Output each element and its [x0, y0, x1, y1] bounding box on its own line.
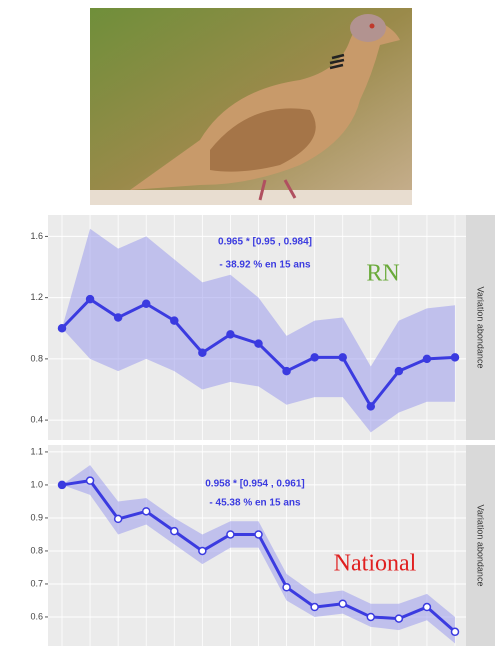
point [85, 294, 95, 304]
point [394, 366, 404, 376]
annotation: 0.958 * [0.954 , 0.961] [205, 479, 305, 490]
y-tick-label: 0.6 [30, 611, 43, 621]
y-tick-label: 1.1 [30, 446, 43, 456]
point [198, 546, 207, 556]
y-tick-label: 1.6 [30, 231, 43, 241]
point [282, 583, 291, 592]
point [394, 614, 404, 623]
point [57, 480, 67, 490]
point [422, 602, 432, 612]
y-tick-label: 1.2 [30, 292, 43, 302]
annotation: 0.965 * [0.95 , 0.984] [218, 237, 312, 248]
point [450, 353, 460, 362]
strip-label: Variation abondance [476, 287, 486, 369]
bird-photo [90, 8, 412, 205]
point [254, 530, 263, 539]
strip-label: Variation abondance [476, 505, 486, 587]
point [113, 313, 123, 322]
annotation: - 38.92 % en 15 ans [219, 260, 311, 271]
point [282, 366, 291, 376]
strip [466, 445, 495, 646]
point [310, 353, 319, 362]
point [338, 353, 347, 362]
point [170, 316, 179, 325]
y-tick-label: 0.7 [30, 578, 43, 588]
point [366, 612, 376, 622]
point [254, 339, 263, 348]
series-label: RN [366, 261, 399, 287]
point [141, 299, 151, 309]
point [226, 330, 235, 339]
point [85, 476, 95, 485]
point [57, 324, 67, 333]
confidence-band [62, 465, 455, 644]
y-tick-label: 0.8 [30, 545, 43, 555]
series-label: National [334, 551, 417, 577]
point [310, 602, 319, 612]
point [198, 348, 207, 358]
point [141, 507, 151, 516]
point [366, 402, 376, 411]
y-tick-label: 1.0 [30, 479, 43, 489]
point [422, 354, 432, 364]
y-tick-label: 0.8 [30, 353, 43, 363]
point [226, 530, 235, 539]
point [113, 514, 123, 524]
annotation: - 45.38 % en 15 ans [209, 498, 301, 509]
point [170, 526, 179, 536]
point [450, 627, 460, 637]
strip [466, 215, 495, 440]
y-tick-label: 0.9 [30, 512, 43, 522]
y-tick-label: 0.4 [30, 414, 43, 424]
point [338, 599, 347, 609]
